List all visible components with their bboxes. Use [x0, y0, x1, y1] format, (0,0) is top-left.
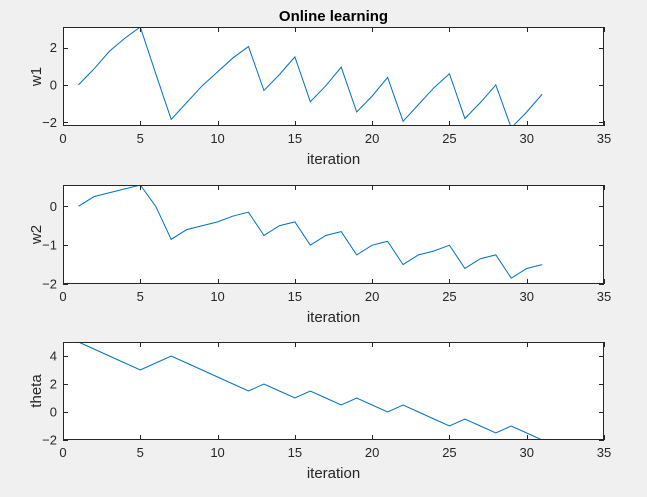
- axes-background: [63, 185, 604, 284]
- x-tick-label: 30: [519, 131, 533, 146]
- x-tick-label: 35: [597, 289, 611, 304]
- x-tick-label: 10: [210, 289, 224, 304]
- y-tick-label: −1: [42, 238, 57, 253]
- y-axis-label: theta: [28, 374, 45, 408]
- x-tick-label: 20: [365, 445, 379, 460]
- x-axis-label: iteration: [307, 151, 360, 168]
- x-tick-label: 0: [59, 131, 66, 146]
- series-line-1: [78, 185, 543, 279]
- x-axis-label: iteration: [307, 465, 360, 482]
- y-tick-label: 0: [50, 405, 57, 420]
- x-tick-label: 20: [365, 131, 379, 146]
- x-tick-label: 30: [519, 445, 533, 460]
- x-tick-label: 20: [365, 289, 379, 304]
- y-tick-label: 4: [50, 349, 57, 364]
- y-axis-label: w2: [28, 225, 45, 245]
- y-tick-label: 0: [50, 77, 57, 92]
- x-tick-label: 15: [288, 131, 302, 146]
- y-axis-label: w1: [28, 67, 45, 87]
- x-tick-label: 25: [442, 289, 456, 304]
- series-line-1: [78, 342, 543, 440]
- axes-box: [63, 185, 604, 284]
- y-tick-label: −2: [42, 277, 57, 292]
- chart-title: Online learning: [279, 8, 388, 25]
- x-axis-label: iteration: [307, 309, 360, 326]
- x-tick-label: 35: [597, 445, 611, 460]
- x-tick-label: 5: [137, 445, 144, 460]
- x-tick-label: 5: [137, 289, 144, 304]
- y-tick-label: 0: [50, 199, 57, 214]
- y-tick-label: 2: [50, 40, 57, 55]
- axes-box: [63, 342, 604, 440]
- x-tick-label: 25: [442, 445, 456, 460]
- x-tick-label: 35: [597, 131, 611, 146]
- y-tick-label: 2: [50, 377, 57, 392]
- x-tick-label: 0: [59, 445, 66, 460]
- x-tick-label: 15: [288, 289, 302, 304]
- axes-background: [63, 342, 604, 440]
- x-tick-label: 5: [137, 131, 144, 146]
- subplot-2: 0 5 10 15 20 25 30 35 −2 −1 0 iteration w2: [28, 185, 611, 326]
- x-tick-label: 25: [442, 131, 456, 146]
- x-tick-label: 0: [59, 289, 66, 304]
- axes-box: [63, 27, 604, 126]
- x-tick-label: 10: [210, 131, 224, 146]
- x-tick-label: 15: [288, 445, 302, 460]
- x-tick-label: 10: [210, 445, 224, 460]
- y-tick-label: −2: [42, 433, 57, 448]
- series-line-1: [78, 27, 543, 126]
- x-tick-label: 30: [519, 289, 533, 304]
- y-tick-label: −2: [42, 115, 57, 130]
